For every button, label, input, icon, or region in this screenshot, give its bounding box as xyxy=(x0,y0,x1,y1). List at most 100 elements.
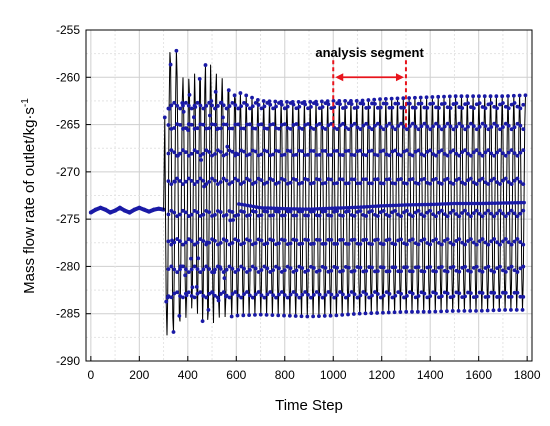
data-point xyxy=(230,241,235,245)
data-point xyxy=(486,182,491,186)
data-point xyxy=(506,123,511,128)
data-point xyxy=(224,152,229,157)
data-point xyxy=(335,148,340,153)
data-point xyxy=(297,181,302,186)
data-point xyxy=(183,179,188,184)
data-point xyxy=(407,177,412,182)
data-point xyxy=(521,182,526,187)
data-point xyxy=(393,101,398,106)
data-point xyxy=(454,101,459,106)
data-point xyxy=(458,201,462,206)
data-point xyxy=(326,177,331,181)
data-point xyxy=(381,181,386,186)
data-point xyxy=(199,158,204,162)
data-point xyxy=(419,269,424,273)
data-point xyxy=(306,238,310,242)
data-point xyxy=(405,148,409,153)
data-point xyxy=(410,105,415,110)
data-point xyxy=(448,211,453,215)
data-point xyxy=(181,208,185,213)
data-point xyxy=(288,209,293,214)
x-tick-label: 400 xyxy=(178,368,198,382)
data-point xyxy=(489,178,494,183)
data-point xyxy=(192,208,197,213)
data-point xyxy=(486,294,491,299)
analysis-segment-annotation: analysis segment xyxy=(315,45,424,130)
data-point xyxy=(224,178,229,183)
data-point xyxy=(488,94,493,99)
data-point xyxy=(445,121,450,126)
data-point xyxy=(285,104,290,109)
data-point xyxy=(216,298,221,303)
data-point xyxy=(242,203,247,207)
data-point xyxy=(282,178,287,182)
data-point xyxy=(367,241,372,246)
data-point xyxy=(279,176,284,181)
data-point xyxy=(416,148,421,153)
data-point xyxy=(452,201,457,206)
data-point xyxy=(373,177,377,182)
data-point xyxy=(309,264,313,269)
data-point xyxy=(186,270,191,275)
data-point xyxy=(317,314,321,319)
data-point xyxy=(506,180,511,184)
data-point xyxy=(317,238,322,242)
data-point xyxy=(521,127,526,132)
data-point xyxy=(311,149,316,153)
data-point xyxy=(194,284,199,289)
data-point xyxy=(363,311,368,316)
data-point xyxy=(314,177,319,181)
data-point xyxy=(277,241,281,246)
data-point xyxy=(390,210,395,215)
data-point xyxy=(166,123,171,127)
data-point xyxy=(172,210,177,215)
data-point xyxy=(285,264,290,269)
data-point xyxy=(201,267,206,272)
data-point xyxy=(515,290,520,295)
data-point xyxy=(321,206,326,211)
data-point xyxy=(215,104,220,108)
data-point xyxy=(329,292,334,297)
data-point xyxy=(330,206,334,211)
data-point xyxy=(515,121,520,126)
data-point xyxy=(495,124,499,128)
data-point xyxy=(306,213,310,218)
data-point xyxy=(457,153,462,158)
data-point xyxy=(439,208,444,213)
data-point xyxy=(186,103,191,108)
data-point xyxy=(341,177,345,182)
data-point xyxy=(425,241,430,245)
data-point xyxy=(413,265,418,270)
data-point xyxy=(317,106,322,111)
data-point xyxy=(387,292,392,296)
data-point xyxy=(227,264,232,269)
data-point xyxy=(293,314,298,318)
data-point xyxy=(352,106,357,110)
data-point xyxy=(303,290,308,294)
data-point xyxy=(343,149,348,154)
data-point xyxy=(448,124,453,129)
data-point xyxy=(233,213,238,218)
data-point xyxy=(274,295,278,300)
data-point xyxy=(181,295,185,300)
data-point xyxy=(311,293,316,297)
data-point xyxy=(230,210,235,214)
data-point xyxy=(329,237,334,242)
data-point xyxy=(460,180,465,185)
data-point xyxy=(329,177,334,182)
data-point xyxy=(305,314,310,319)
data-point xyxy=(378,210,383,215)
data-point xyxy=(320,295,325,300)
data-point xyxy=(344,205,349,210)
data-point xyxy=(445,237,450,242)
data-point xyxy=(474,208,479,213)
data-point xyxy=(210,270,214,274)
data-point xyxy=(343,209,348,214)
data-point xyxy=(236,238,241,243)
data-point xyxy=(192,126,197,131)
data-point xyxy=(198,270,203,274)
data-point xyxy=(367,181,372,186)
data-point xyxy=(213,152,217,156)
data-point xyxy=(407,212,412,217)
data-point xyxy=(483,240,488,245)
